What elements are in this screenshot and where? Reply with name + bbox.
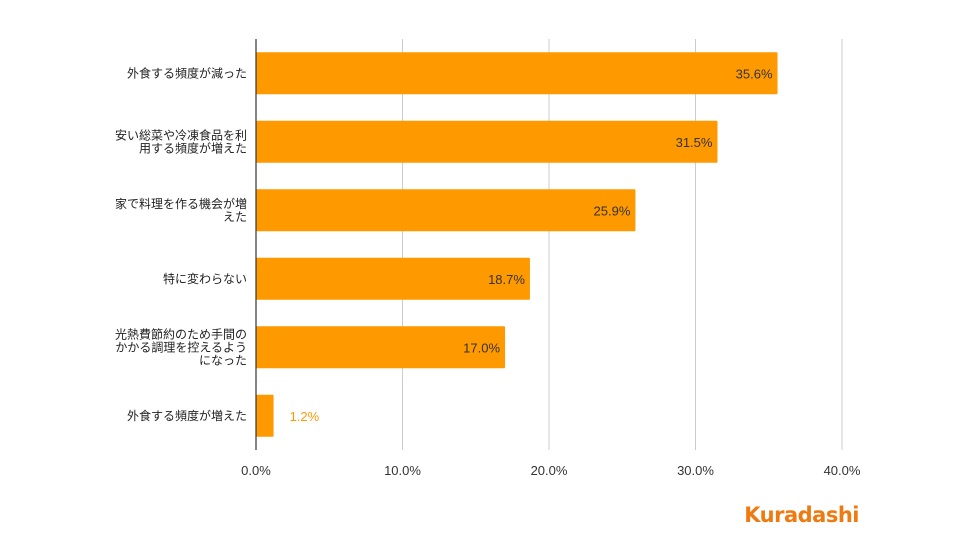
- category-label: 外食する頻度が減った: [127, 65, 247, 80]
- kuradashi-logo: Kuradashi: [744, 503, 859, 527]
- category-label-line: えた: [223, 210, 247, 224]
- x-tick-label: 30.0%: [677, 463, 714, 478]
- bar: [256, 326, 506, 369]
- bar: [256, 189, 636, 232]
- category-label-line: 外食する頻度が減った: [127, 65, 247, 80]
- category-label-line: かかる調理を控えるよう: [115, 340, 247, 354]
- category-label: 家で料理を作る機会が増えた: [115, 196, 247, 224]
- category-label-line: 家で料理を作る機会が増: [115, 196, 247, 211]
- x-tick-label: 20.0%: [531, 463, 568, 478]
- x-tick-label: 0.0%: [241, 463, 271, 478]
- data-label: 1.2%: [290, 409, 320, 424]
- category-label-line: 特に変わらない: [163, 271, 247, 286]
- data-label: 35.6%: [736, 66, 773, 81]
- data-label: 17.0%: [463, 340, 500, 355]
- category-label: 光熱費節約のため手間のかかる調理を控えるようになった: [115, 326, 247, 367]
- category-label-line: 光熱費節約のため手間の: [115, 326, 247, 341]
- category-label: 外食する頻度が増えた: [127, 408, 247, 423]
- data-label: 25.9%: [594, 203, 631, 218]
- bar: [256, 120, 718, 163]
- x-tick-label: 40.0%: [824, 463, 861, 478]
- category-label-line: 安い総菜や冷凍食品を利: [115, 127, 247, 142]
- category-label-line: になった: [199, 353, 247, 367]
- data-label: 31.5%: [676, 135, 713, 150]
- category-label-line: 外食する頻度が増えた: [127, 408, 247, 423]
- category-label: 特に変わらない: [163, 271, 247, 286]
- data-label: 18.7%: [488, 272, 525, 287]
- x-tick-label: 10.0%: [384, 463, 421, 478]
- bar: [256, 394, 274, 437]
- bar: [256, 257, 530, 300]
- category-label-line: 用する頻度が増えた: [139, 140, 247, 155]
- category-label: 安い総菜や冷凍食品を利用する頻度が増えた: [115, 127, 247, 155]
- bar: [256, 52, 778, 95]
